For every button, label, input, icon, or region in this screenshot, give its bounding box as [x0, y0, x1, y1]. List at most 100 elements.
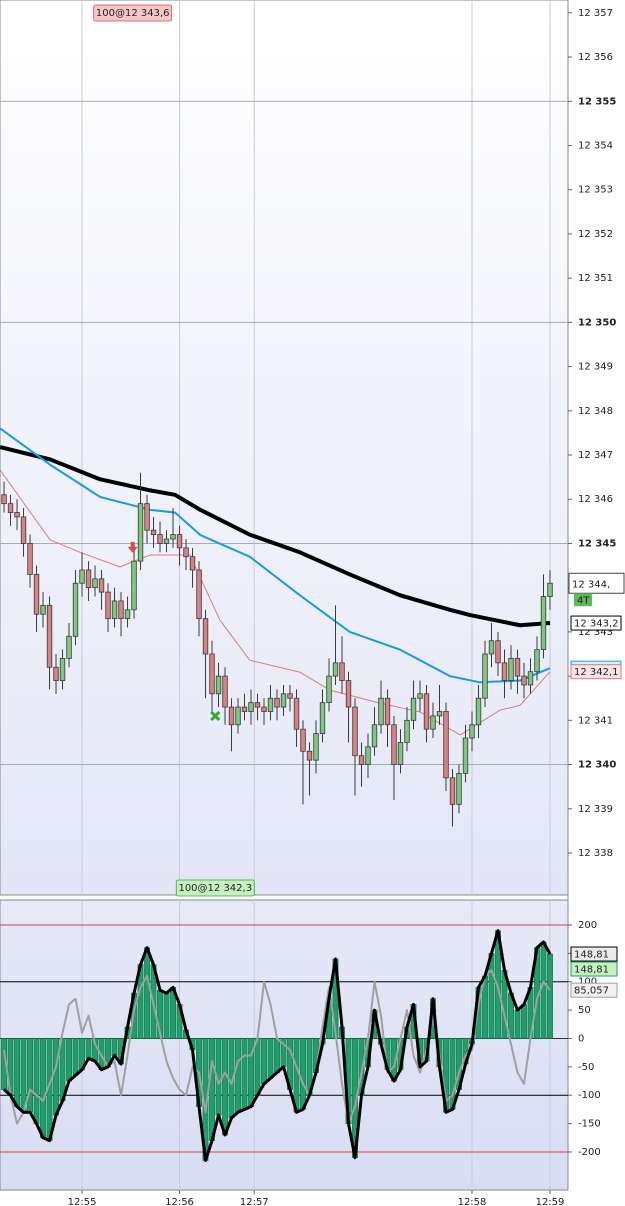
candle-body — [300, 728, 306, 752]
candle-body — [306, 750, 313, 761]
x-tick-label: 12:58 — [458, 1197, 487, 1206]
y-tick-label: 12 343 — [578, 627, 613, 638]
candle-body — [124, 609, 131, 620]
candle-body — [339, 662, 345, 681]
histogram-bar — [521, 1004, 527, 1039]
histogram-value-label-box — [570, 961, 618, 977]
candle-body — [222, 675, 228, 708]
timer-box — [574, 593, 592, 607]
histogram-bar — [488, 953, 495, 1039]
buy-marker — [210, 710, 221, 721]
candle-body — [365, 746, 371, 765]
candle-body — [163, 538, 170, 544]
candle-body — [332, 662, 339, 677]
y-tick-label: 50 — [578, 1005, 591, 1016]
y-tick-label: 12 351 — [578, 273, 613, 284]
last-price-box — [568, 572, 625, 594]
candle-body — [397, 742, 404, 765]
candle-body — [66, 635, 72, 659]
candle-body — [20, 516, 27, 544]
candle-body — [423, 693, 430, 730]
candle-body — [7, 503, 14, 513]
candle-body — [92, 578, 98, 589]
signal-value-label-box — [570, 982, 618, 998]
candle-body — [378, 697, 384, 726]
candle-body — [27, 543, 33, 575]
candle-body — [293, 697, 300, 730]
candle-body — [202, 618, 209, 655]
histogram-bar — [40, 1038, 46, 1139]
x-tick-label: 12:56 — [165, 1197, 194, 1206]
candle-body — [469, 724, 475, 739]
histogram-bar — [72, 1038, 79, 1076]
candle-body — [456, 772, 462, 805]
candle-body — [196, 569, 202, 620]
candle-body — [430, 715, 436, 730]
y-tick-label: -200 — [578, 1147, 601, 1158]
candle-body — [40, 604, 46, 615]
histogram-bar — [209, 1038, 215, 1141]
oscillator-value-label: 148,81 — [574, 950, 609, 961]
candle-body — [488, 640, 495, 655]
candle-body — [189, 556, 196, 571]
histogram-bar — [20, 1038, 27, 1113]
candle-body — [358, 755, 365, 765]
histogram-bar — [85, 1038, 92, 1059]
candle-body — [547, 582, 553, 597]
histogram-bar — [222, 1038, 228, 1136]
candle-body — [157, 534, 163, 544]
candle-body — [14, 512, 20, 518]
candle-body — [150, 529, 157, 536]
candle-body — [345, 680, 352, 708]
order-label-box — [175, 879, 255, 897]
candle-body — [235, 706, 241, 726]
moving-average — [0, 445, 551, 628]
y-tick-label: 12 355 — [578, 96, 616, 107]
y-tick-label: 12 347 — [578, 450, 613, 461]
candle-body — [241, 706, 248, 712]
histogram-bar — [300, 1038, 306, 1110]
candle-body — [319, 702, 326, 734]
candle-body — [85, 569, 92, 589]
candle-body — [391, 724, 397, 765]
y-tick-label: 12 354 — [578, 140, 613, 151]
y-tick-label: -100 — [578, 1090, 601, 1101]
moving-average — [0, 427, 551, 684]
ma-value-label-box — [570, 615, 622, 631]
histogram-bar — [540, 941, 547, 1039]
y-tick-label: 12 341 — [578, 715, 613, 726]
y-tick-label: 12 345 — [578, 538, 616, 549]
y-tick-label: 12 356 — [578, 52, 613, 63]
order-label-box — [93, 4, 173, 22]
candle-body — [521, 675, 527, 686]
candle-body — [131, 560, 137, 611]
y-tick-label: 12 340 — [578, 760, 616, 771]
histogram-bar — [241, 1038, 248, 1110]
price-panel — [0, 0, 569, 896]
candle-body — [371, 724, 378, 748]
order-label: 100@12 343,6 — [96, 8, 170, 19]
histogram-bar — [449, 1038, 456, 1110]
candle-body — [59, 658, 66, 681]
last-price: 12 344, — [572, 579, 610, 590]
candle-body — [137, 503, 144, 562]
candle-body — [495, 640, 501, 664]
signal-line — [3, 969, 551, 1125]
histogram-bar — [27, 1038, 33, 1113]
histogram-bar — [514, 1009, 521, 1039]
y-tick-label: 12 350 — [578, 317, 616, 328]
candle-body — [261, 706, 267, 712]
candle-body — [118, 600, 124, 620]
histogram-bar — [267, 1038, 274, 1079]
candle-body — [72, 582, 79, 637]
candle-body — [449, 777, 456, 805]
histogram-value-label: 148,81 — [574, 965, 609, 976]
y-tick-label: 0 — [578, 1033, 584, 1044]
oscillator-line — [3, 929, 552, 1162]
x-tick-label: 12:59 — [536, 1197, 565, 1206]
candle-body — [417, 693, 423, 699]
signal-value-label: 85,057 — [574, 986, 609, 997]
histogram-bar — [261, 1038, 267, 1085]
